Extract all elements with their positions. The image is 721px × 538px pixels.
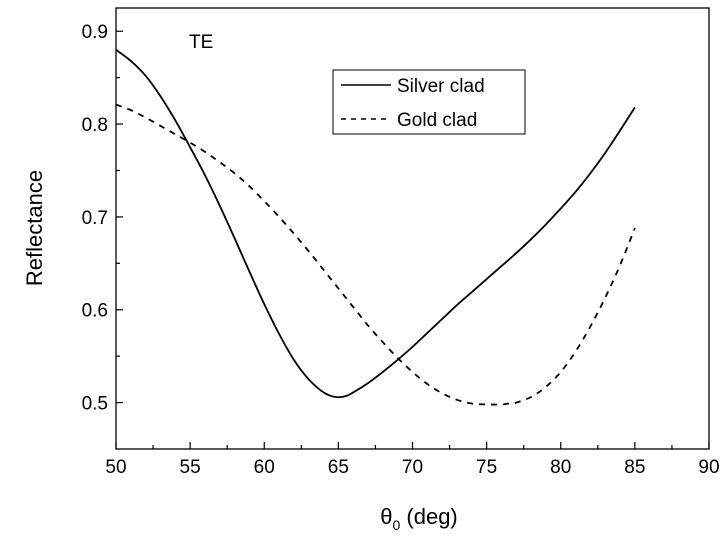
- y-axis: 0.5 0.6 0.7 0.8 0.9: [82, 22, 123, 415]
- x-axis-unit: (deg): [400, 504, 457, 529]
- x-tick-label-85: 85: [624, 457, 645, 478]
- y-tick-label-0.7: 0.7: [82, 208, 108, 229]
- y-tick-label-0.6: 0.6: [82, 301, 108, 322]
- y-tick-label-0.5: 0.5: [82, 394, 108, 415]
- legend-box: [332, 69, 526, 135]
- y-axis-title: Reflectance: [22, 170, 47, 286]
- series-line-gold-clad: [115, 103, 636, 406]
- x-tick-label-70: 70: [402, 457, 423, 478]
- series-layer: [115, 49, 636, 406]
- series-line-silver-clad: [115, 49, 636, 399]
- x-axis: 50 55 60 65 70 75 80 85 90: [105, 442, 720, 478]
- x-tick-label-60: 60: [254, 457, 275, 478]
- x-axis-subscript: 0: [392, 517, 400, 533]
- x-tick-label-80: 80: [550, 457, 571, 478]
- te-annotation: TE: [189, 32, 213, 53]
- x-tick-label-50: 50: [105, 457, 126, 478]
- y-tick-label-0.8: 0.8: [82, 115, 108, 136]
- x-tick-label-75: 75: [476, 457, 497, 478]
- x-tick-label-90: 90: [698, 457, 719, 478]
- legend-label-gold-clad: Gold clad: [397, 110, 477, 131]
- x-tick-label-55: 55: [180, 457, 201, 478]
- y-tick-label-0.9: 0.9: [82, 22, 108, 43]
- x-axis-title: θ0 (deg): [380, 504, 458, 533]
- legend-label-silver-clad: Silver clad: [397, 76, 485, 97]
- legend: Silver clad Gold clad: [332, 69, 526, 135]
- x-axis-symbol: θ: [380, 504, 392, 529]
- x-tick-label-65: 65: [328, 457, 349, 478]
